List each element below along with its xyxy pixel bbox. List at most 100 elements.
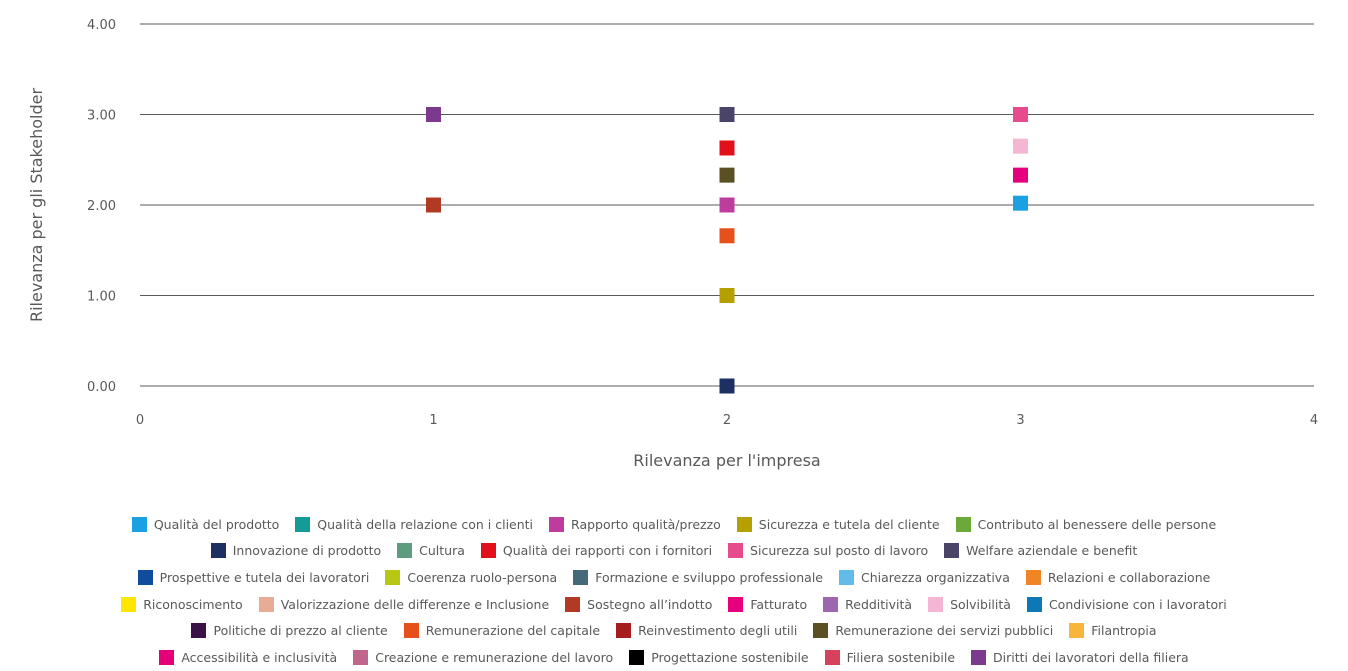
legend-label: Chiarezza organizzativa [860, 569, 1010, 585]
legend-label: Valorizzazione delle differenze e Inclus… [280, 596, 550, 612]
x-tick-label: 0 [136, 413, 144, 428]
legend-row: Politiche di prezzo al cliente Remunerazi… [20, 617, 1328, 644]
legend-swatch [137, 569, 153, 585]
data-point: Remunerazione dei servizi pubblici [719, 167, 735, 183]
legend-label: Redditività [845, 596, 913, 612]
legend-row: Prospettive e tutela dei lavoratori Coere… [20, 564, 1328, 591]
data-point: Sicurezza sul posto di lavoro [1013, 107, 1028, 122]
data-point: Remunerazione del capitale [719, 228, 735, 244]
legend-label: Condivisione con i lavoratori [1048, 596, 1227, 612]
legend-row: Innovazione di prodotto Cultura Qualità de… [20, 538, 1328, 565]
legend-item: Rapporto qualità/prezzo [549, 516, 721, 532]
legend-item: Prospettive e tutela dei lavoratori [137, 569, 370, 585]
legend-item: Qualità della relazione con i clienti [295, 516, 534, 532]
legend-label: Reinvestimento degli utili [638, 623, 798, 639]
legend-label: Politiche di prezzo al cliente [213, 623, 388, 639]
legend-swatch [480, 543, 496, 559]
y-tick-label: 4.00 [87, 18, 116, 33]
y-tick-label: 3.00 [87, 109, 116, 124]
data-point: Qualità dei rapporti con i fornitori [719, 140, 735, 156]
legend-item: Diritti dei lavoratori della filiera [971, 649, 1189, 665]
scatter-chart: 0.00 1.00 2.00 3.00 4.00 0 1 2 3 4 Qualità del p… [27, 18, 1318, 470]
legend-label: Contributo al benessere delle persone [977, 516, 1217, 532]
legend-item: Fatturato [728, 596, 807, 612]
legend-item: Welfare aziendale e benefit [944, 543, 1138, 559]
legend-label: Qualità dei rapporti con i fornitori [502, 543, 713, 559]
legend-swatch [838, 569, 854, 585]
legend-swatch [736, 516, 752, 532]
legend-label: Formazione e sviluppo professionale [595, 569, 823, 585]
legend-row: Accessibilità e inclusività Creazione e r… [20, 644, 1328, 671]
legend-swatch [1026, 596, 1042, 612]
legend-swatch [549, 516, 565, 532]
legend-label: Remunerazione del capitale [425, 623, 601, 639]
legend-item: Politiche di prezzo al cliente [191, 623, 388, 639]
legend-item: Formazione e sviluppo professionale [573, 569, 823, 585]
legend-item: Solvibilità [928, 596, 1011, 612]
legend-swatch [403, 623, 419, 639]
legend-swatch [353, 649, 369, 665]
data-points: Qualità del prodotto Rapporto qualità/pre… [426, 107, 1028, 394]
legend-item: Sicurezza sul posto di lavoro [728, 543, 929, 559]
legend-swatch [616, 623, 632, 639]
legend-item: Innovazione di prodotto [210, 543, 382, 559]
legend-label: Innovazione di prodotto [232, 543, 382, 559]
legend-item: Remunerazione dei servizi pubblici [813, 623, 1054, 639]
legend-label: Diritti dei lavoratori della filiera [993, 649, 1189, 665]
legend-item: Cultura [397, 543, 465, 559]
data-point: Fatturato [1013, 167, 1028, 183]
legend-swatch [824, 649, 840, 665]
x-tick-label: 1 [429, 413, 437, 428]
legend-swatch [397, 543, 413, 559]
legend-swatch [121, 596, 137, 612]
legend-label: Welfare aziendale e benefit [966, 543, 1138, 559]
legend-row: Qualità del prodotto Qualità della relazi… [20, 511, 1328, 538]
legend-label: Remunerazione dei servizi pubblici [835, 623, 1054, 639]
legend-item: Contributo al benessere delle persone [955, 516, 1217, 532]
legend-item: Qualità dei rapporti con i fornitori [480, 543, 713, 559]
legend-item: Coerenza ruolo-persona [385, 569, 557, 585]
legend-item: Remunerazione del capitale [403, 623, 601, 639]
legend-label: Relazioni e collaborazione [1047, 569, 1211, 585]
legend-item: Reinvestimento degli utili [616, 623, 798, 639]
legend-label: Riconoscimento [143, 596, 243, 612]
data-point: Welfare aziendale e benefit [719, 107, 735, 122]
legend-label: Solvibilità [950, 596, 1011, 612]
y-tick-labels: 0.00 1.00 2.00 3.00 4.00 [87, 18, 116, 395]
legend-label: Sostegno all’indotto [587, 596, 713, 612]
legend-item: Relazioni e collaborazione [1025, 569, 1211, 585]
legend-swatch [813, 623, 829, 639]
legend-label: Sicurezza sul posto di lavoro [750, 543, 929, 559]
legend-swatch [385, 569, 401, 585]
legend-label: Accessibilità e inclusività [181, 649, 338, 665]
data-point: Rapporto qualità/prezzo [719, 197, 735, 213]
legend-label: Creazione e remunerazione del lavoro [375, 649, 614, 665]
data-point: Qualità del prodotto [1013, 195, 1028, 211]
legend-swatch [258, 596, 274, 612]
legend-swatch [210, 543, 226, 559]
legend-swatch [944, 543, 960, 559]
legend-swatch [728, 543, 744, 559]
legend-label: Prospettive e tutela dei lavoratori [159, 569, 370, 585]
legend-item: Sostegno all’indotto [565, 596, 713, 612]
legend-label: Filantropia [1091, 623, 1157, 639]
legend-row: Riconoscimento Valorizzazione delle diffe… [20, 591, 1328, 618]
legend-label: Progettazione sostenibile [651, 649, 809, 665]
legend-label: Cultura [419, 543, 465, 559]
legend-swatch [1069, 623, 1085, 639]
legend-label: Qualità della relazione con i clienti [317, 516, 534, 532]
x-tick-label: 3 [1016, 413, 1024, 428]
legend-item: Filantropia [1069, 623, 1157, 639]
legend-swatch [955, 516, 971, 532]
legend-label: Qualità del prodotto [153, 516, 280, 532]
x-tick-label: 4 [1310, 413, 1318, 428]
data-point: Innovazione di prodotto [719, 378, 735, 394]
legend-swatch [728, 596, 744, 612]
legend-item: Progettazione sostenibile [629, 649, 809, 665]
x-tick-label: 2 [723, 413, 731, 428]
legend-swatch [629, 649, 645, 665]
y-axis-label: Rilevanza per gli Stakeholder [27, 88, 46, 323]
legend-item: Condivisione con i lavoratori [1026, 596, 1227, 612]
legend-swatch [191, 623, 207, 639]
legend-label: Sicurezza e tutela del cliente [758, 516, 940, 532]
